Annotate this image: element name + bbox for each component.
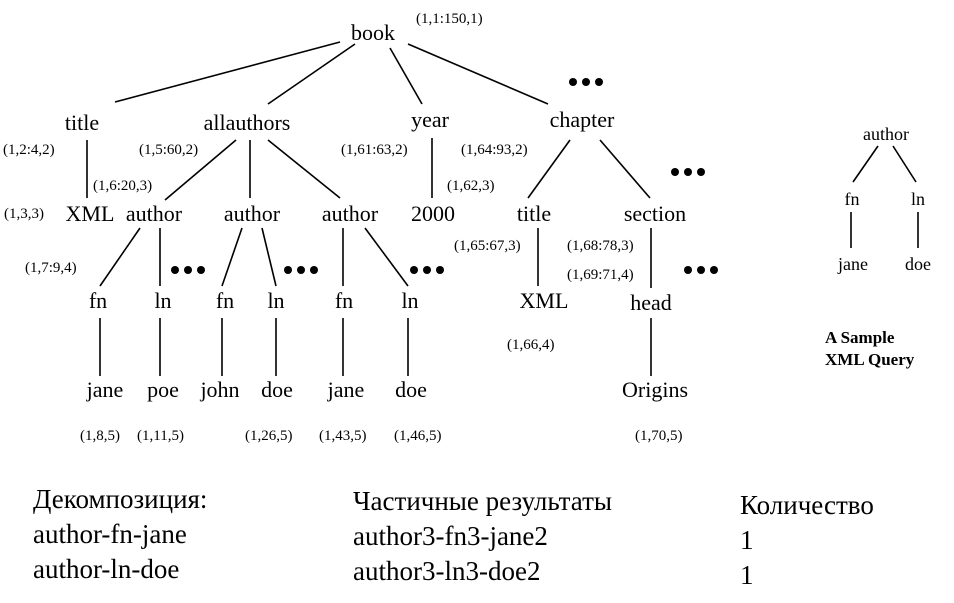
label-book: (1,1:150,1) bbox=[416, 11, 483, 27]
ellipsis-section bbox=[671, 168, 705, 176]
label-xml-2: (1,66,4) bbox=[507, 337, 555, 353]
edge-author2-fn bbox=[221, 227, 243, 287]
partial-results-heading: Частичные результаты bbox=[353, 486, 613, 516]
node-ln-1: ln bbox=[154, 288, 171, 313]
node-head: head bbox=[630, 290, 672, 315]
partial-result-item: author3-ln3-doe2 bbox=[353, 556, 541, 586]
label-xml-1: (1,3,3) bbox=[4, 206, 44, 222]
label-title: (1,2:4,2) bbox=[3, 142, 55, 158]
query-node-doe: doe bbox=[905, 254, 931, 274]
sample-query-tree: author fn ln jane doe A Sample XML Query bbox=[825, 124, 931, 369]
partial-results-block: Частичные результаты author3-fn3-jane2 a… bbox=[353, 484, 612, 589]
edge-author1-fn bbox=[99, 227, 141, 287]
node-allauthors: allauthors bbox=[204, 110, 291, 135]
node-author-1: author bbox=[126, 201, 183, 226]
node-john: john bbox=[199, 377, 239, 402]
decomposition-item: author-fn-jane bbox=[33, 519, 187, 549]
node-title: title bbox=[65, 110, 99, 135]
label-chapter: (1,64:93,2) bbox=[461, 142, 528, 158]
node-jane-1: jane bbox=[86, 377, 124, 402]
node-jane-2: jane bbox=[327, 377, 365, 402]
query-edges bbox=[850, 145, 919, 248]
count-block: Количество 1 1 bbox=[740, 488, 874, 593]
count-item: 1 bbox=[740, 560, 754, 590]
ellipsis-head bbox=[684, 266, 718, 274]
edge-book-title bbox=[114, 41, 341, 103]
query-node-jane: jane bbox=[837, 254, 868, 274]
label-section: (1,68:78,3) bbox=[567, 238, 634, 254]
qedge-author-ln bbox=[892, 145, 917, 183]
edge-author3-ln bbox=[364, 227, 409, 287]
label-author-1: (1,6:20,3) bbox=[93, 178, 152, 194]
decomposition-heading: Декомпозиция: bbox=[33, 484, 208, 514]
node-poe: poe bbox=[147, 377, 179, 402]
node-author-3: author bbox=[322, 201, 379, 226]
decomposition-block: Декомпозиция: author-fn-jane author-ln-d… bbox=[33, 482, 207, 587]
label-fn-1: (1,7:9,4) bbox=[25, 260, 77, 276]
ellipsis-marks bbox=[171, 78, 718, 274]
query-caption-line1: A Sample bbox=[825, 328, 895, 347]
edge-book-allauthors bbox=[267, 43, 356, 105]
ellipsis-author2 bbox=[284, 266, 318, 274]
label-allauthors: (1,5:60,2) bbox=[139, 142, 198, 158]
edge-allauthors-author1 bbox=[164, 139, 237, 201]
region-labels: (1,1:150,1) (1,2:4,2) (1,5:60,2) (1,61:6… bbox=[3, 11, 683, 444]
label-origins: (1,70,5) bbox=[635, 428, 683, 444]
node-chapter: chapter bbox=[550, 107, 615, 132]
edge-chapter-title bbox=[527, 139, 571, 199]
decomposition-item: author-ln-doe bbox=[33, 554, 180, 584]
node-section: section bbox=[624, 201, 686, 226]
qedge-author-fn bbox=[852, 145, 879, 183]
node-book: book bbox=[351, 20, 395, 45]
node-origins: Origins bbox=[622, 377, 688, 402]
node-doe-2: doe bbox=[395, 377, 427, 402]
label-chapter-title: (1,65:67,3) bbox=[454, 238, 521, 254]
ellipsis-author3 bbox=[410, 266, 444, 274]
node-xml-1: XML bbox=[66, 201, 115, 226]
edge-book-year bbox=[389, 47, 423, 105]
node-ln-3: ln bbox=[401, 288, 418, 313]
node-xml-2: XML bbox=[520, 288, 569, 313]
query-node-fn: fn bbox=[845, 189, 860, 209]
node-doe-1: doe bbox=[261, 377, 293, 402]
ellipsis-chapter bbox=[569, 78, 603, 86]
ellipsis-author1 bbox=[171, 266, 205, 274]
edge-allauthors-author3 bbox=[267, 139, 341, 199]
node-fn-3: fn bbox=[335, 288, 353, 313]
xml-tree-diagram: book title allauthors year chapter XML a… bbox=[3, 11, 931, 444]
label-year: (1,61:63,2) bbox=[341, 142, 408, 158]
label-head: (1,69:71,4) bbox=[567, 267, 634, 283]
node-author-2: author bbox=[224, 201, 281, 226]
label-doe-2: (1,46,5) bbox=[394, 428, 442, 444]
count-heading: Количество bbox=[740, 490, 874, 520]
label-doe-1: (1,26,5) bbox=[245, 428, 293, 444]
label-jane-1: (1,8,5) bbox=[80, 428, 120, 444]
node-ln-2: ln bbox=[267, 288, 284, 313]
node-year: year bbox=[411, 107, 450, 132]
label-poe: (1,11,5) bbox=[137, 428, 184, 444]
node-chapter-title: title bbox=[517, 201, 551, 226]
edge-book-chapter bbox=[407, 43, 549, 105]
partial-result-item: author3-fn3-jane2 bbox=[353, 521, 548, 551]
node-2000: 2000 bbox=[411, 201, 455, 226]
edge-chapter-section bbox=[599, 139, 651, 199]
count-item: 1 bbox=[740, 525, 754, 555]
edge-author2-ln bbox=[261, 227, 277, 287]
tree-nodes: book title allauthors year chapter XML a… bbox=[65, 20, 688, 402]
label-jane-2: (1,43,5) bbox=[319, 428, 367, 444]
query-caption-line2: XML Query bbox=[825, 350, 915, 369]
query-node-ln: ln bbox=[911, 189, 925, 209]
label-2000: (1,62,3) bbox=[447, 178, 495, 194]
node-fn-1: fn bbox=[89, 288, 107, 313]
node-fn-2: fn bbox=[216, 288, 234, 313]
query-node-author: author bbox=[863, 124, 909, 144]
tree-edges bbox=[86, 41, 652, 376]
